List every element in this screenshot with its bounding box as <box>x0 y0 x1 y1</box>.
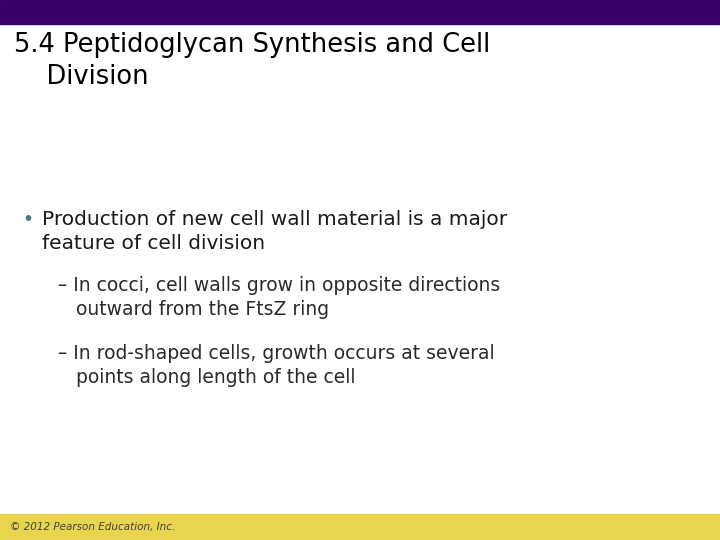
Text: – In cocci, cell walls grow in opposite directions
   outward from the FtsZ ring: – In cocci, cell walls grow in opposite … <box>58 276 500 319</box>
Bar <box>0 514 720 540</box>
Bar <box>0 0 720 24</box>
Text: •: • <box>22 210 33 229</box>
Text: 5.4 Peptidoglycan Synthesis and Cell
    Division: 5.4 Peptidoglycan Synthesis and Cell Div… <box>14 32 490 90</box>
Text: Production of new cell wall material is a major
feature of cell division: Production of new cell wall material is … <box>42 210 507 253</box>
Text: © 2012 Pearson Education, Inc.: © 2012 Pearson Education, Inc. <box>10 522 175 532</box>
Text: – In rod-shaped cells, growth occurs at several
   points along length of the ce: – In rod-shaped cells, growth occurs at … <box>58 344 495 387</box>
